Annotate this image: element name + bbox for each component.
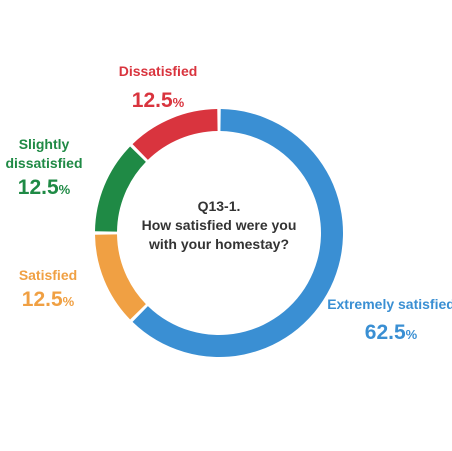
slice-dissatisfied: [132, 109, 218, 160]
donut-slices: [95, 109, 343, 357]
slice-label-extremely-satisfied: Extremely satisfied: [327, 296, 452, 312]
slice-satisfied: [95, 234, 146, 320]
slice-label-dissatisfied: Dissatisfied: [119, 63, 198, 79]
slice-extremely-satisfied: [132, 109, 343, 357]
slice-value-extremely-satisfied: 62.5%: [365, 321, 418, 344]
slice-slightly-dissatisfied: [95, 146, 146, 232]
chart-title: Q13-1. How satisfied were you with your …: [142, 198, 297, 252]
slice-label-satisfied: Satisfied: [19, 267, 77, 283]
slice-label-slightly-dissatisfied-line-1: Slightly: [19, 136, 70, 152]
chart-title-line-3: with your homestay?: [148, 236, 289, 252]
slice-value-dissatisfied: 12.5%: [132, 89, 185, 112]
chart-title-line-1: Q13-1.: [198, 198, 241, 214]
slice-labels: Extremely satisfied 62.5% Satisfied 12.5% Sl…: [5, 63, 452, 344]
slice-label-slightly-dissatisfied-line-2: dissatisfied: [5, 155, 82, 171]
slice-value-slightly-dissatisfied: 12.5%: [18, 176, 71, 199]
slice-value-satisfied: 12.5%: [22, 288, 75, 311]
chart-title-line-2: How satisfied were you: [142, 217, 297, 233]
